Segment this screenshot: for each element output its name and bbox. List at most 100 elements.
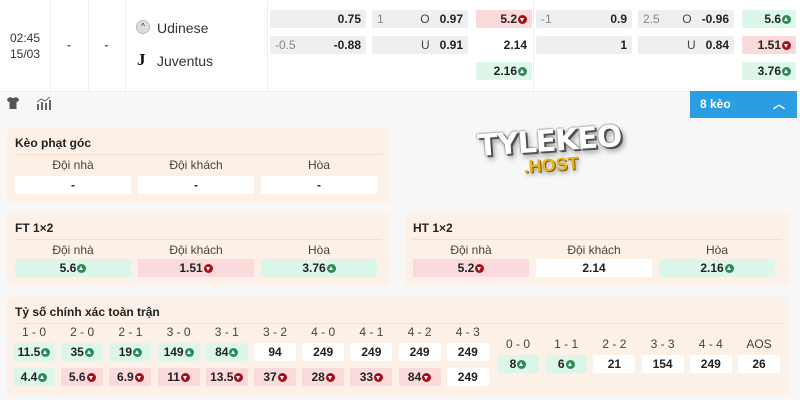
column-label: Hòa [705,243,728,257]
home-score: - [67,38,71,52]
ft-1x2-panel: FT 1×2 Đội nhà 5.6 Đội khách 1.51 Hòa 3.76 [7,213,390,285]
over-under-odds-cell[interactable]: 2.5 O -0.96 [638,10,734,28]
over-under-side: O [420,12,430,26]
shirt-icon[interactable] [6,96,20,110]
score-odds-cell[interactable]: 5.6 [61,368,104,386]
divider [15,239,382,240]
ht-1x2-panel: HT 1×2 Đội nhà 5.2 Đội khách 2.14 Hòa 2.16 [405,213,790,285]
score-odds-cell-value: 21 [607,357,622,371]
score-odds-cell[interactable]: 19 [109,343,152,361]
score-odds-cell[interactable]: 6.9 [109,368,152,386]
score-label: AOS [746,337,772,351]
score-odds-cell[interactable]: 11.5 [13,343,55,361]
panel-title: HT 1×2 [413,221,453,235]
divider [267,0,268,92]
arrow-down-circle-icon [782,40,791,50]
score-odds-cell[interactable]: 37 [254,368,296,386]
score-odds-cell-value: 19 [118,345,133,359]
score-odds-cell[interactable]: 249 [446,368,489,386]
chevron-up-icon: ︿ [772,97,785,111]
handicap-line: -0.5 [275,38,296,52]
score-odds-cell-value: 26 [752,357,766,371]
1x2-odds-cell[interactable]: 5.6 [742,10,796,28]
score-odds-cell-value: 35 [70,345,84,359]
1x2-odds-cell[interactable]: 5.2 [476,10,532,28]
more-bets-button[interactable]: 8 kèo ︿ [690,91,797,118]
arrow-up-circle-icon [782,14,791,24]
odds-value-cell[interactable]: - [15,176,131,194]
away-team-name[interactable]: Juventus [157,53,214,69]
score-odds-cell[interactable]: 13.5 [205,368,248,386]
divider [15,154,382,155]
handicap-odds-cell[interactable]: 1 [536,36,632,54]
1x2-odds-cell[interactable]: 2.16 [476,62,532,80]
over-under-line: 2.5 [643,12,660,26]
score-odds-cell[interactable]: 4.4 [13,368,55,386]
panel-title: Kèo phạt góc [15,136,92,150]
1x2-odds-cell[interactable]: 2.14 [476,36,532,54]
1x2-odds-cell-value: 3.76 [757,64,781,78]
handicap-odds-cell[interactable]: 0.75 [270,10,366,28]
udinese-logo-icon: ^ [136,20,150,34]
column-label: Đội khách [567,243,621,257]
score-odds-cell[interactable]: 249 [350,343,393,361]
score-odds-cell[interactable]: 28 [302,368,345,386]
odds-value-cell[interactable]: 1.51 [138,259,254,277]
score-odds-cell[interactable]: 154 [641,355,684,373]
score-odds-cell[interactable]: 11 [157,368,200,386]
score-odds-cell[interactable]: 8 [497,355,539,373]
score-label: 3 - 2 [262,325,287,339]
score-odds-cell-value: 249 [457,370,478,384]
score-odds-cell[interactable]: 33 [350,368,393,386]
score-odds-cell[interactable]: 26 [738,355,780,373]
score-odds-cell[interactable]: 249 [689,355,732,373]
score-odds-cell[interactable]: 249 [398,343,441,361]
score-odds-cell[interactable]: 84 [398,368,441,386]
score-odds-cell[interactable]: 6 [545,355,588,373]
score-odds-cell-value: 149 [163,345,184,359]
handicap-value: 0.9 [610,12,627,26]
panel-title: Tỷ số chính xác toàn trận [15,305,160,319]
odds-value-cell[interactable]: - [138,176,254,194]
divider [88,0,89,92]
over-under-odds-cell[interactable]: U 0.84 [638,36,734,54]
divider [533,0,534,92]
score-odds-cell[interactable]: 94 [254,343,296,361]
score-odds-cell[interactable]: 249 [302,343,345,361]
odds-value-cell[interactable]: 5.6 [15,259,131,277]
score-odds-cell[interactable]: 84 [205,343,248,361]
arrow-down-circle-icon [374,373,384,383]
over-under-side: O [682,12,692,26]
score-odds-cell[interactable]: 149 [157,343,200,361]
over-under-side: U [420,38,430,52]
score-odds-cell-value: 94 [268,345,282,359]
arrow-up-circle-icon [184,348,194,358]
score-odds-cell[interactable]: 35 [61,343,104,361]
match-date: 15/03 [9,47,41,61]
arrow-down-circle-icon [277,373,287,383]
match-time: 02:45 [9,31,41,45]
arrow-up-circle-icon [133,348,143,358]
home-team-name[interactable]: Udinese [157,20,209,36]
score-odds-cell[interactable]: 21 [593,355,636,373]
score-label: 4 - 0 [311,325,336,339]
odds-value-cell[interactable]: - [261,176,377,194]
odds-value-cell[interactable]: 2.16 [659,259,775,277]
stats-icon[interactable] [36,96,52,110]
handicap-odds-cell[interactable]: -1 0.9 [536,10,632,28]
arrow-up-circle-icon [517,360,527,370]
watermark-logo: TYLEKEO .HOST [476,119,623,177]
over-under-odds-cell[interactable]: 1 O 0.97 [372,10,468,28]
over-under-odds-cell[interactable]: U 0.91 [372,36,468,54]
handicap-odds-cell[interactable]: -0.5 -0.88 [270,36,366,54]
1x2-odds-cell[interactable]: 3.76 [742,62,796,80]
odds-value-cell[interactable]: 2.14 [536,259,652,277]
odds-value-cell-value: 5.6 [59,261,77,275]
arrow-up-circle-icon [84,348,94,358]
1x2-odds-cell[interactable]: 1.51 [742,36,796,54]
1x2-odds-cell-value: 2.16 [493,64,517,78]
odds-value-cell[interactable]: 5.2 [413,259,529,277]
arrow-down-circle-icon [475,264,485,274]
odds-value-cell[interactable]: 3.76 [261,259,377,277]
score-odds-cell[interactable]: 249 [446,343,489,361]
